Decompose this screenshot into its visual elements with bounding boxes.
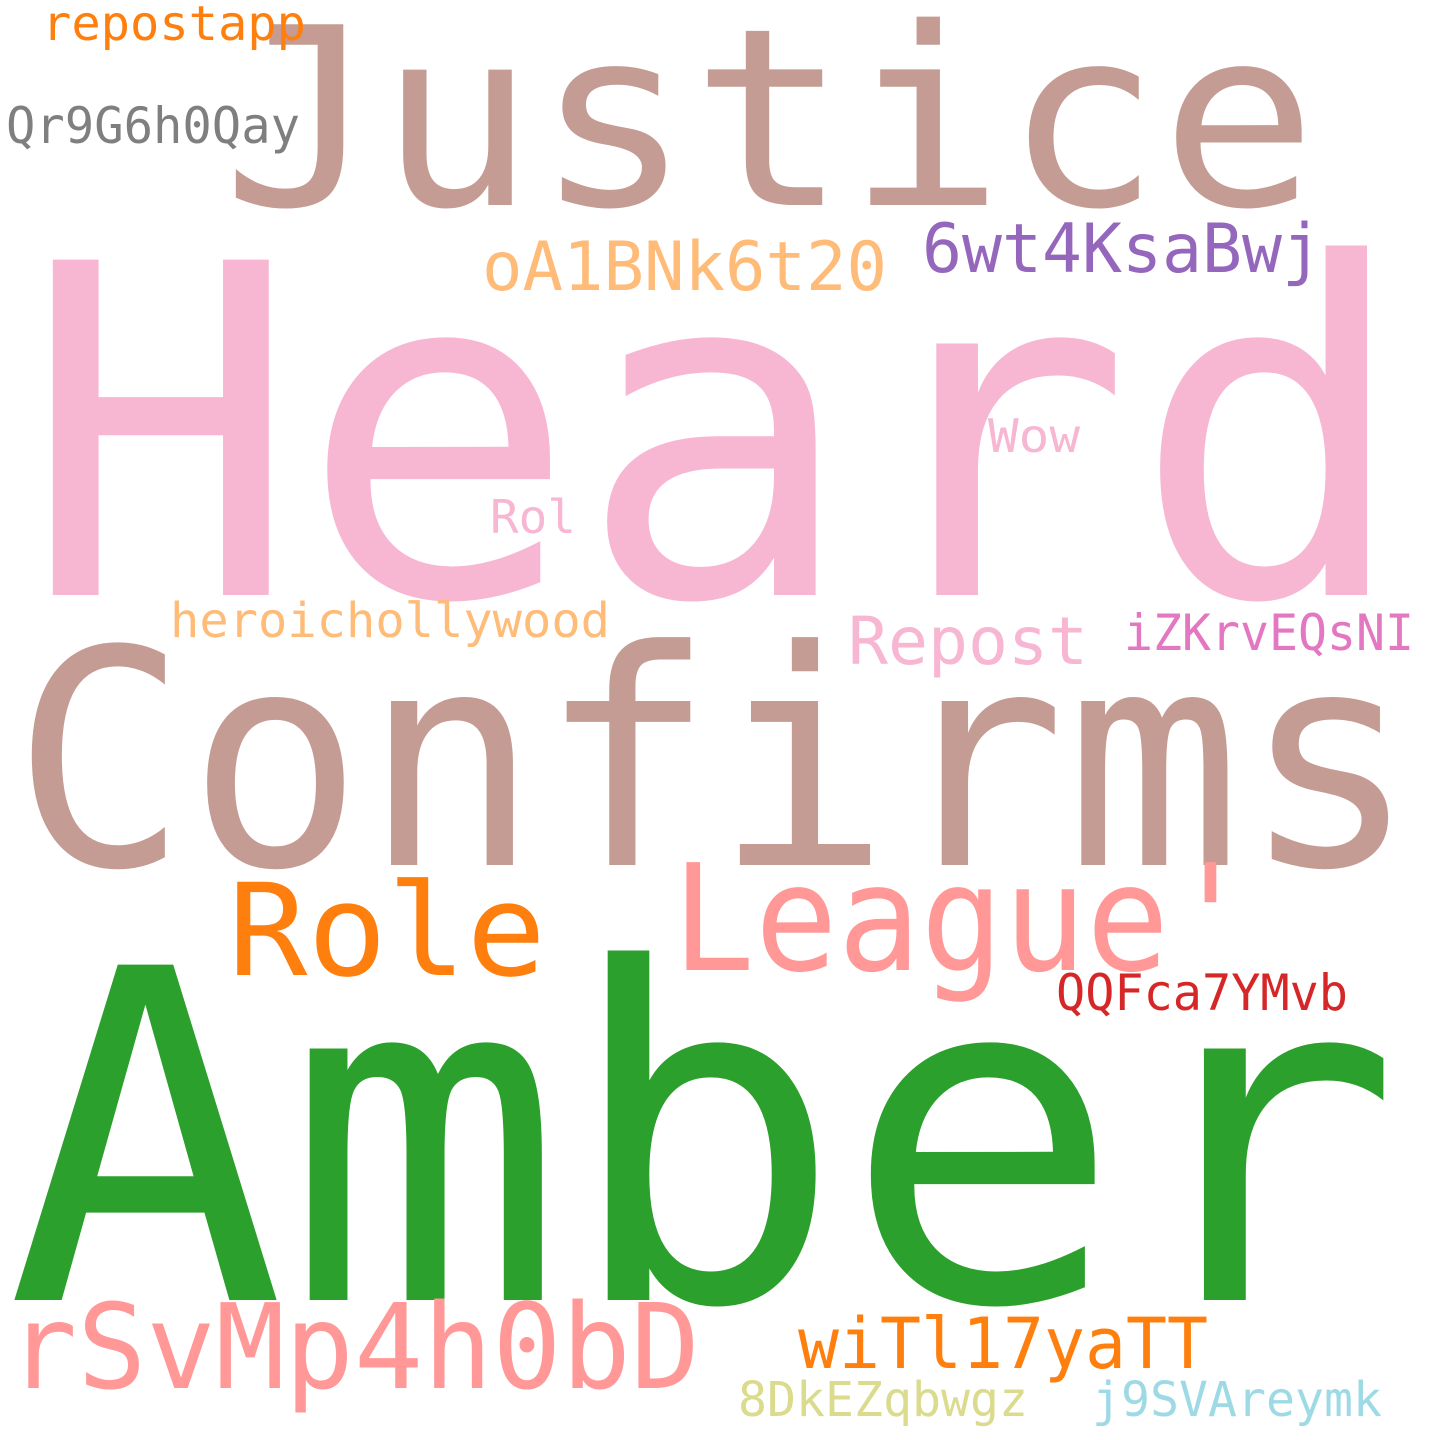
word-justice: Justice <box>222 0 1317 264</box>
word-qqfca7ymvb: QQFca7YMvb <box>1056 964 1348 1022</box>
word-8dkezqbwgz: 8DkEZqbwgz <box>738 1372 1028 1428</box>
word-amber: Amber <box>6 874 1401 1409</box>
word-izkrveqsni: iZKrvEQsNI <box>1124 604 1414 662</box>
word-6wt4ksabwj: 6wt4KsaBwj <box>922 210 1322 289</box>
word-j9svareymk: j9SVAreymk <box>1092 1372 1382 1428</box>
word-heroichollywood: heroichollywood <box>170 593 610 649</box>
word-wow: Wow <box>988 409 1080 463</box>
word-repost: Repost <box>848 603 1088 680</box>
word-confirms: Confirms <box>12 587 1417 936</box>
word-rsvmp4h0bd: rSvMp4h0bD <box>8 1278 700 1416</box>
word-repostapp: repostapp <box>42 0 306 52</box>
word-qr9g6h0qay: Qr9G6h0Qay <box>6 97 300 155</box>
word-rol: Rol <box>490 490 576 544</box>
word-role: Role <box>228 857 546 1006</box>
word-heard: Heard <box>22 169 1410 704</box>
word-witl17yatt: wiTl17yaTT <box>798 1303 1208 1385</box>
word-oa1bnk6t20: oA1BNk6t20 <box>482 228 887 307</box>
word-league: League' <box>672 833 1252 1005</box>
